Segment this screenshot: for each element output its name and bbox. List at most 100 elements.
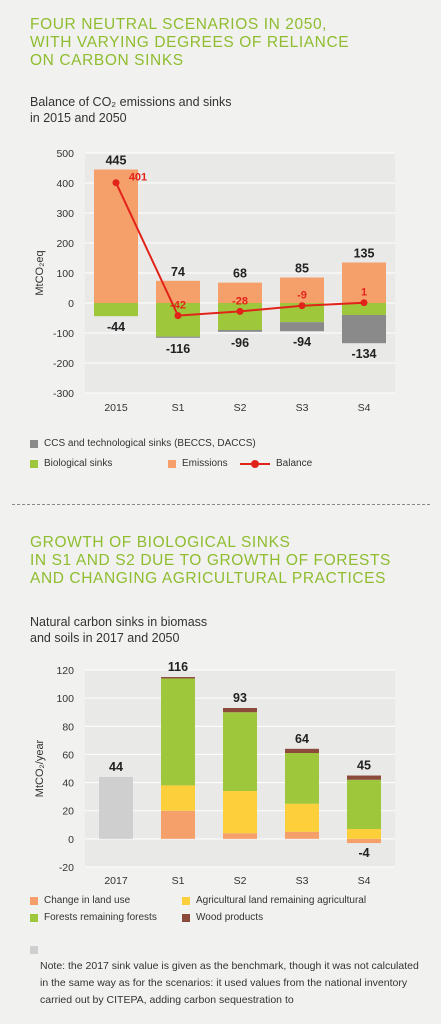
chart2-subtitle: Natural carbon sinks in biomass and soil…: [30, 615, 208, 645]
legend-label-bio: Biological sinks: [44, 458, 113, 469]
swatch-balance: [240, 459, 270, 468]
chart1-y-tick: 0: [68, 298, 74, 310]
sink-total-label: 44: [109, 760, 123, 774]
chart1-y-tick: -200: [53, 358, 74, 370]
agri-land-bar: [223, 791, 257, 834]
ccs-sink-bar: [280, 322, 324, 332]
balance-value-label: 1: [361, 287, 367, 299]
legend-item-bio: Biological sinks: [30, 458, 112, 469]
balance-value-label: 401: [129, 172, 147, 184]
chart2-x-tick: S1: [172, 875, 185, 887]
forests-bar: [285, 753, 319, 804]
chart2-y-tick: 0: [68, 834, 74, 846]
section2-title: GROWTH OF BIOLOGICAL SINKS IN S1 AND S2 …: [30, 534, 391, 587]
chart2-y-tick: 100: [56, 693, 74, 705]
swatch-bio: [30, 459, 38, 468]
chart2-y-tick: 120: [56, 665, 74, 677]
legend-label-balance: Balance: [276, 458, 313, 469]
chart1-x-tick: S1: [172, 402, 185, 414]
land-use-bar: [285, 831, 319, 839]
chart2-y-tick: 40: [62, 778, 74, 790]
emissions-bar: [94, 169, 138, 303]
note-text: Note: the 2017 sink value is given as th…: [40, 960, 419, 1006]
balance-point: [236, 307, 244, 315]
bio-sink-bar: [218, 303, 262, 330]
sinks-value-label: -44: [107, 320, 125, 334]
chart1-x-tick: 2015: [104, 402, 128, 414]
forests-bar: [347, 779, 381, 830]
sink-total-label: 45: [357, 759, 371, 773]
wood-products-bar: [223, 707, 257, 713]
swatch-ccs: [30, 439, 38, 448]
legend-label-agri: Agricultural land remaining agricultural: [196, 895, 367, 906]
agri-land-bar: [285, 803, 319, 832]
chart1-subtitle: Balance of CO₂ emissions and sinks in 20…: [30, 95, 232, 125]
balance-value-label: -28: [232, 295, 248, 307]
emissions-value-label: 445: [106, 154, 127, 168]
chart2-x-tick: S4: [358, 875, 371, 887]
balance-value-label: -9: [297, 290, 307, 302]
legend-label-wood: Wood products: [196, 912, 264, 923]
chart1-y-axis-label: MtCO₂eq: [34, 250, 46, 295]
ccs-sink-bar: [218, 330, 262, 332]
legend-item-ccs: CCS and technological sinks (BECCS, DACC…: [30, 438, 256, 449]
sinks-value-label: -134: [351, 347, 376, 361]
forests-bar: [161, 678, 195, 786]
chart1-x-tick: S4: [358, 402, 371, 414]
emissions-bar: [342, 262, 386, 303]
sink-total-label: 93: [233, 691, 247, 705]
balance-point: [360, 299, 368, 307]
ccs-sink-bar: [156, 336, 200, 338]
chart1-x-tick: S2: [234, 402, 247, 414]
chart1-y-tick: 100: [56, 268, 74, 280]
bio-sink-bar: [94, 303, 138, 317]
legend-item-land-use: Change in land use: [30, 895, 130, 906]
legend-item-forests: Forests remaining forests: [30, 912, 157, 923]
agri-land-bar: [347, 829, 381, 839]
chart1-y-tick: -100: [53, 328, 74, 340]
chart2-x-tick: S2: [234, 875, 247, 887]
chart1-y-tick: -300: [53, 388, 74, 400]
wood-products-bar: [161, 677, 195, 679]
legend-item-wood: Wood products: [182, 912, 263, 923]
chart2-x-tick: S3: [296, 875, 309, 887]
emissions-bar: [156, 280, 200, 303]
chart2-y-tick: 60: [62, 749, 74, 761]
section1-title: FOUR NEUTRAL SCENARIOS IN 2050, WITH VAR…: [30, 16, 350, 69]
chart2-y-tick: 80: [62, 721, 74, 733]
sink-total-label: 64: [295, 732, 309, 746]
chart1-y-tick: 400: [56, 178, 74, 190]
emissions-value-label: 135: [354, 247, 375, 261]
swatch-agri: [182, 896, 190, 905]
swatch-forests: [30, 913, 38, 922]
ccs-sink-bar: [342, 315, 386, 344]
chart2-y-tick: 20: [62, 806, 74, 818]
bio-sink-bar: [156, 303, 200, 337]
emissions-value-label: 68: [233, 267, 247, 281]
emissions-bar: [280, 277, 324, 303]
chart2-y-tick: -20: [59, 862, 74, 874]
balance-point: [174, 312, 182, 320]
swatch-emissions: [168, 459, 176, 468]
chart1-svg: -300 -200 -100 0 100 200 300 400 500 MtCO₂eq 445 -4…: [34, 148, 395, 414]
legend-label-emissions: Emissions: [182, 458, 228, 469]
bio-sink-bar: [342, 303, 386, 315]
swatch-land-use: [30, 896, 38, 905]
legend-label-forests: Forests remaining forests: [44, 912, 157, 923]
sinks-value-label: -116: [166, 342, 190, 356]
chart2-x-tick: 2017: [104, 875, 128, 887]
section-divider: [12, 504, 430, 505]
chart1-y-tick: 300: [56, 208, 74, 220]
land-use-bar: [347, 838, 381, 844]
wood-products-bar: [285, 748, 319, 754]
swatch-wood: [182, 913, 190, 922]
forests-bar: [223, 712, 257, 792]
land-use-bar: [223, 833, 257, 839]
agri-land-bar: [161, 785, 195, 811]
balance-point: [298, 302, 306, 310]
balance-point: [112, 179, 120, 187]
legend-label-ccs: CCS and technological sinks (BECCS, DACC…: [44, 438, 256, 449]
note-marker: [30, 946, 38, 954]
chart1-y-tick: 200: [56, 238, 74, 250]
land-use-bar: [161, 810, 195, 839]
